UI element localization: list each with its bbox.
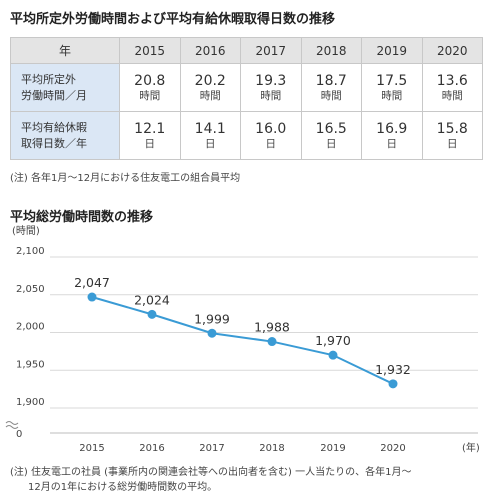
x-axis-label: (年) — [462, 441, 480, 454]
row-label-paid-leave: 平均有給休暇 取得日数／年 — [10, 111, 120, 160]
y-tick-label: 2,100 — [16, 246, 45, 257]
data-point — [147, 309, 157, 319]
chart-note: (注) 住友電工の社員 (事業所内の関連会社等への出向者を含む) 一人当たりの、… — [10, 467, 412, 493]
row-label-overtime: 平均所定外 労働時間／月 — [10, 63, 120, 112]
data-point — [87, 292, 97, 302]
table-cell: 20.2 時間 — [179, 63, 241, 112]
table-row-paid-leave: 平均有給休暇 取得日数／年 12.1 日 14.1 日 16.0 日 16.5 日 16… — [10, 111, 483, 160]
chart-series: 2,047 2,024 1,999 1,988 1,970 1,932 — [74, 275, 411, 389]
y-tick-label: 2,050 — [16, 284, 45, 295]
table-cell: 16.9 日 — [361, 111, 423, 160]
table-cell: 16.5 日 — [300, 111, 362, 160]
header-year: 2020 — [421, 37, 483, 64]
x-tick-label: 2017 — [199, 443, 224, 454]
y-tick-label: 1,950 — [16, 359, 45, 370]
chart-grid — [50, 256, 478, 434]
header-year: 2018 — [300, 37, 362, 64]
header-year: 2017 — [240, 37, 302, 64]
x-tick-label: 2016 — [139, 443, 164, 454]
x-tick-label: 2018 — [259, 443, 284, 454]
y-axis: 2,100 2,050 2,000 1,950 1,900 (時間) 0 — [5, 225, 45, 440]
table-row-overtime: 平均所定外 労働時間／月 20.8 時間 20.2 時間 19.3 時間 18.7 時間… — [10, 63, 483, 112]
data-point — [267, 337, 277, 347]
axis-break-icon — [5, 421, 19, 429]
y-baseline-label: 0 — [16, 429, 22, 440]
header-year-label: 年 — [10, 37, 120, 64]
table-cell: 14.1 日 — [179, 111, 241, 160]
table-cell: 18.7 時間 — [300, 63, 362, 112]
table-cell: 20.8 時間 — [119, 63, 181, 112]
table-cell: 16.0 日 — [240, 111, 302, 160]
series-line — [91, 296, 394, 385]
table-cell: 12.1 日 — [119, 111, 181, 160]
data-label: 1,932 — [375, 362, 411, 377]
x-tick-label: 2020 — [380, 443, 405, 454]
table-header-row: 年 2015 2016 2017 2018 2019 2020 — [10, 37, 483, 64]
data-label: 1,988 — [254, 320, 290, 335]
header-year: 2016 — [179, 37, 241, 64]
table-title: 平均所定外労働時間および平均有給休暇取得日数の推移 — [10, 12, 336, 27]
data-point — [328, 350, 338, 360]
y-tick-label: 2,000 — [16, 322, 45, 333]
table-cell: 15.8 日 — [421, 111, 483, 160]
chart-title: 平均総労働時間数の推移 — [10, 210, 154, 225]
data-label: 2,047 — [74, 275, 110, 290]
table-note: (注) 各年1月〜12月における住友電工の組合員平均 — [10, 173, 241, 184]
x-tick-label: 2019 — [320, 443, 345, 454]
data-label: 1,970 — [315, 333, 351, 348]
y-axis-label: (時間) — [12, 225, 40, 237]
y-tick-label: 1,900 — [16, 397, 45, 408]
x-axis: 2015 2016 2017 2018 2019 2020 (年) — [79, 441, 480, 454]
header-year: 2019 — [361, 37, 423, 64]
data-label: 2,024 — [134, 292, 170, 307]
data-point — [388, 379, 398, 389]
data-point — [207, 328, 217, 338]
table-cell: 19.3 時間 — [240, 63, 302, 112]
x-tick-label: 2015 — [79, 443, 104, 454]
table-cell: 17.5 時間 — [361, 63, 423, 112]
header-year: 2015 — [119, 37, 181, 64]
data-label: 1,999 — [194, 311, 230, 326]
stats-table: 年 2015 2016 2017 2018 2019 2020 平均所定外 労働… — [10, 37, 483, 160]
table-cell: 13.6 時間 — [421, 63, 483, 112]
